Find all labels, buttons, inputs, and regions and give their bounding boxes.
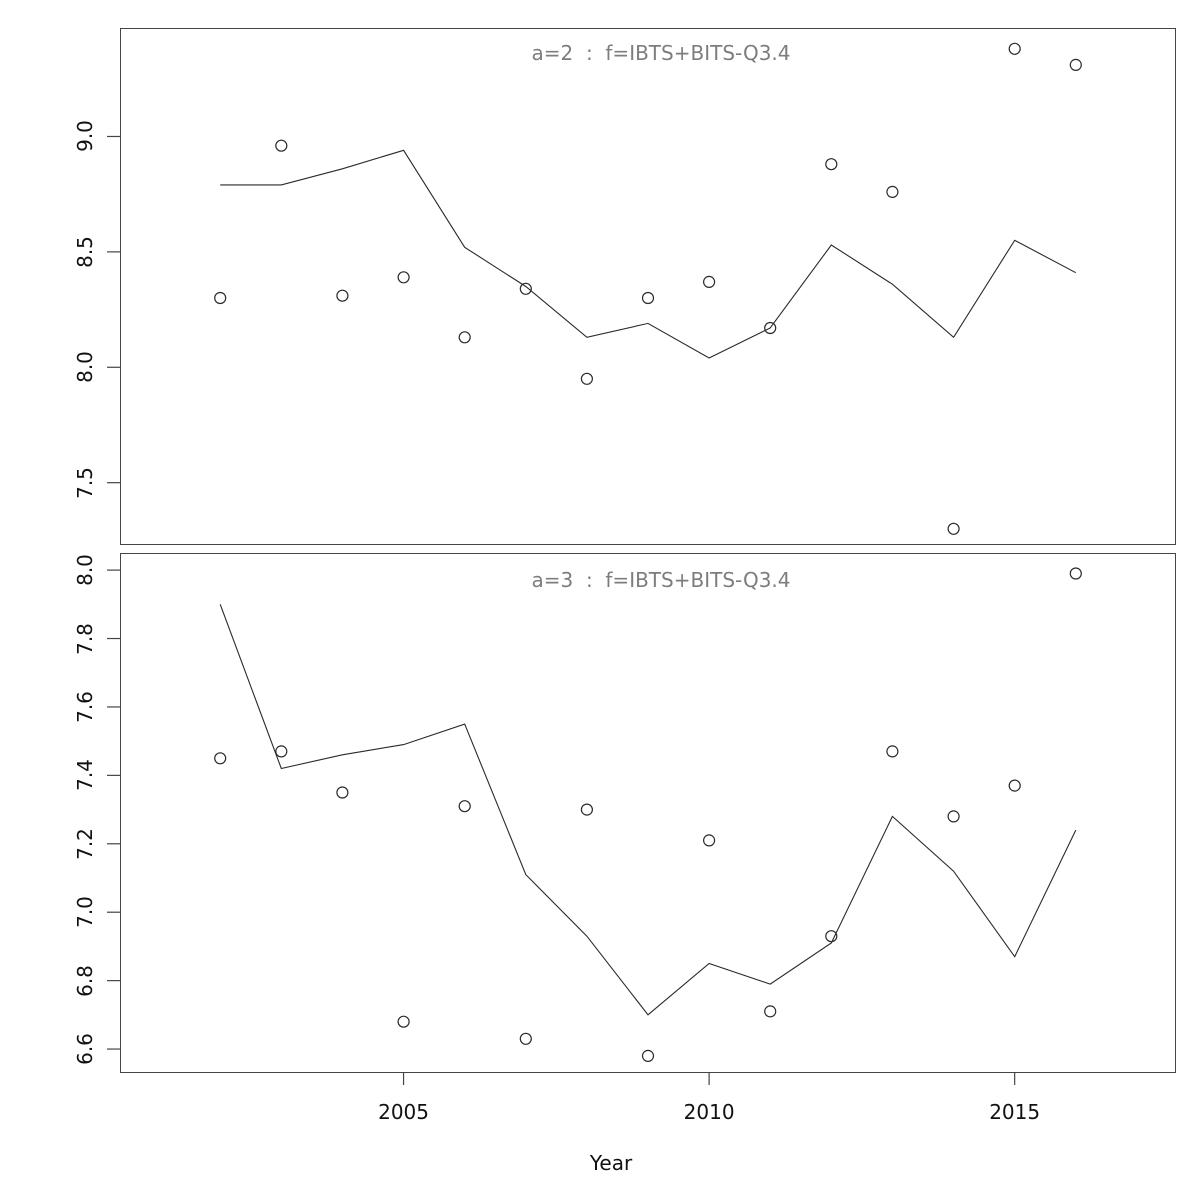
y-tick-label: 6.6 [73, 1033, 97, 1065]
x-tick-label: 2005 [378, 1100, 429, 1124]
observation-point [519, 282, 532, 295]
y-tick-label: 6.8 [73, 964, 97, 997]
observation-point [336, 786, 349, 799]
observation-point [458, 331, 471, 344]
fitted-line [219, 604, 1077, 1016]
x-tick-label: 2010 [683, 1100, 735, 1124]
x-axis-label: Year [589, 1151, 633, 1175]
observation-point [641, 1049, 655, 1062]
observation-point [580, 803, 593, 816]
fitted-line [220, 149, 1077, 359]
observation-point [397, 1015, 410, 1028]
observation-point [886, 745, 899, 758]
observation-point [336, 289, 349, 302]
observation-point [825, 930, 838, 943]
observation-point [702, 834, 716, 847]
y-tick-label: 7.0 [73, 896, 97, 929]
observation-point [1008, 42, 1021, 55]
observation-point [214, 752, 227, 765]
observation-point [580, 372, 593, 385]
y-tick-label: 7.5 [73, 466, 97, 499]
observation-point [764, 1005, 777, 1018]
observation-point [702, 275, 716, 288]
panel-a3 [107, 553, 1176, 1085]
y-tick-label: 9.0 [73, 120, 97, 153]
observation-point [397, 271, 410, 284]
y-tick-label: 8.5 [73, 235, 97, 268]
panel-a2-plot [107, 42, 1082, 535]
y-tick-label: 8.0 [73, 351, 97, 384]
observation-point [886, 185, 899, 198]
observation-point [947, 522, 960, 535]
panel-a3-title: a=3 : f=IBTS+BITS-Q3.4 [531, 568, 791, 592]
panel-a2 [107, 28, 1176, 545]
observation-point [214, 291, 227, 305]
y-tick-label: 7.4 [73, 759, 97, 792]
observation-point [641, 291, 655, 305]
y-tick-label: 7.6 [73, 691, 97, 723]
observation-point [764, 321, 777, 335]
x-tick-label: 2015 [989, 1100, 1041, 1124]
y-tick-label: 8.0 [73, 554, 97, 586]
observation-point [458, 800, 471, 813]
observation-point [1008, 779, 1021, 792]
observation-point [1069, 58, 1082, 72]
panel-a3-plot [107, 567, 1082, 1085]
observation-point [275, 139, 288, 152]
observation-point [825, 158, 838, 171]
panel-a2-title: a=2 : f=IBTS+BITS-Q3.4 [531, 41, 791, 65]
y-tick-label: 7.8 [73, 622, 97, 655]
observation-point [275, 745, 288, 758]
observation-point [1069, 567, 1082, 580]
observation-point [519, 1032, 532, 1045]
observation-point [947, 810, 960, 823]
y-tick-label: 7.2 [73, 827, 97, 860]
